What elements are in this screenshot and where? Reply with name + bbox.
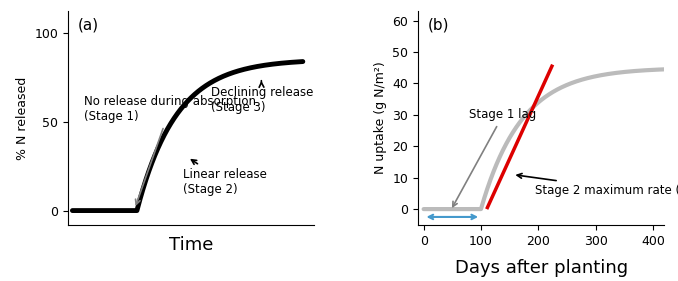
Text: No release during absorption
(Stage 1): No release during absorption (Stage 1)	[84, 95, 256, 204]
X-axis label: Days after planting: Days after planting	[455, 259, 628, 277]
Y-axis label: N uptake (g N/m²): N uptake (g N/m²)	[374, 62, 386, 175]
Text: Linear release
(Stage 2): Linear release (Stage 2)	[183, 160, 267, 196]
Text: Stage 2 maximum rate (slope): Stage 2 maximum rate (slope)	[517, 173, 678, 197]
Text: (b): (b)	[428, 18, 450, 33]
Text: Stage 1 lag: Stage 1 lag	[453, 108, 537, 207]
X-axis label: Time: Time	[169, 236, 214, 254]
Text: Declining release
(Stage 3): Declining release (Stage 3)	[211, 81, 313, 114]
Y-axis label: % N released: % N released	[16, 76, 28, 160]
Text: (a): (a)	[78, 18, 99, 33]
